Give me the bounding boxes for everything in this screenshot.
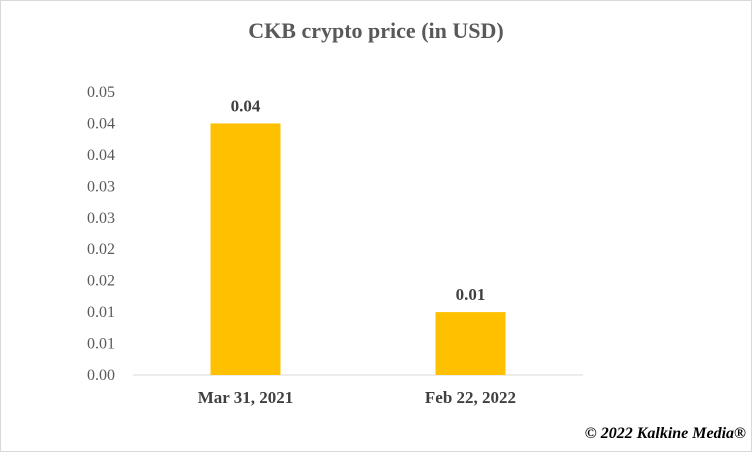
category-labels: Mar 31, 2021 Feb 22, 2022 — [198, 388, 516, 407]
y-tick-label: 0.03 — [87, 210, 115, 227]
data-labels: 0.04 0.01 — [231, 96, 486, 304]
y-tick-label: 0.02 — [87, 241, 115, 258]
bars — [210, 123, 506, 375]
data-label: 0.01 — [456, 285, 486, 304]
y-tick-label: 0.05 — [87, 84, 115, 101]
data-label: 0.04 — [231, 96, 261, 115]
y-tick-label: 0.04 — [87, 147, 115, 164]
y-axis-ticks: 0.00 0.01 0.01 0.02 0.02 0.03 0.03 0.04 0.04 0.05 — [87, 84, 115, 384]
bar — [435, 312, 506, 375]
y-tick-label: 0.02 — [87, 273, 115, 290]
y-tick-label: 0.01 — [87, 304, 115, 321]
chart-title: CKB crypto price (in USD) — [248, 18, 503, 43]
y-tick-label: 0.03 — [87, 178, 115, 195]
category-label: Feb 22, 2022 — [425, 388, 516, 407]
bar — [210, 123, 281, 375]
y-tick-label: 0.01 — [87, 336, 115, 353]
credit-text: © 2022 Kalkine Media® — [585, 425, 746, 442]
y-tick-label: 0.00 — [87, 367, 115, 384]
y-tick-label: 0.04 — [87, 115, 115, 132]
category-label: Mar 31, 2021 — [198, 388, 294, 407]
